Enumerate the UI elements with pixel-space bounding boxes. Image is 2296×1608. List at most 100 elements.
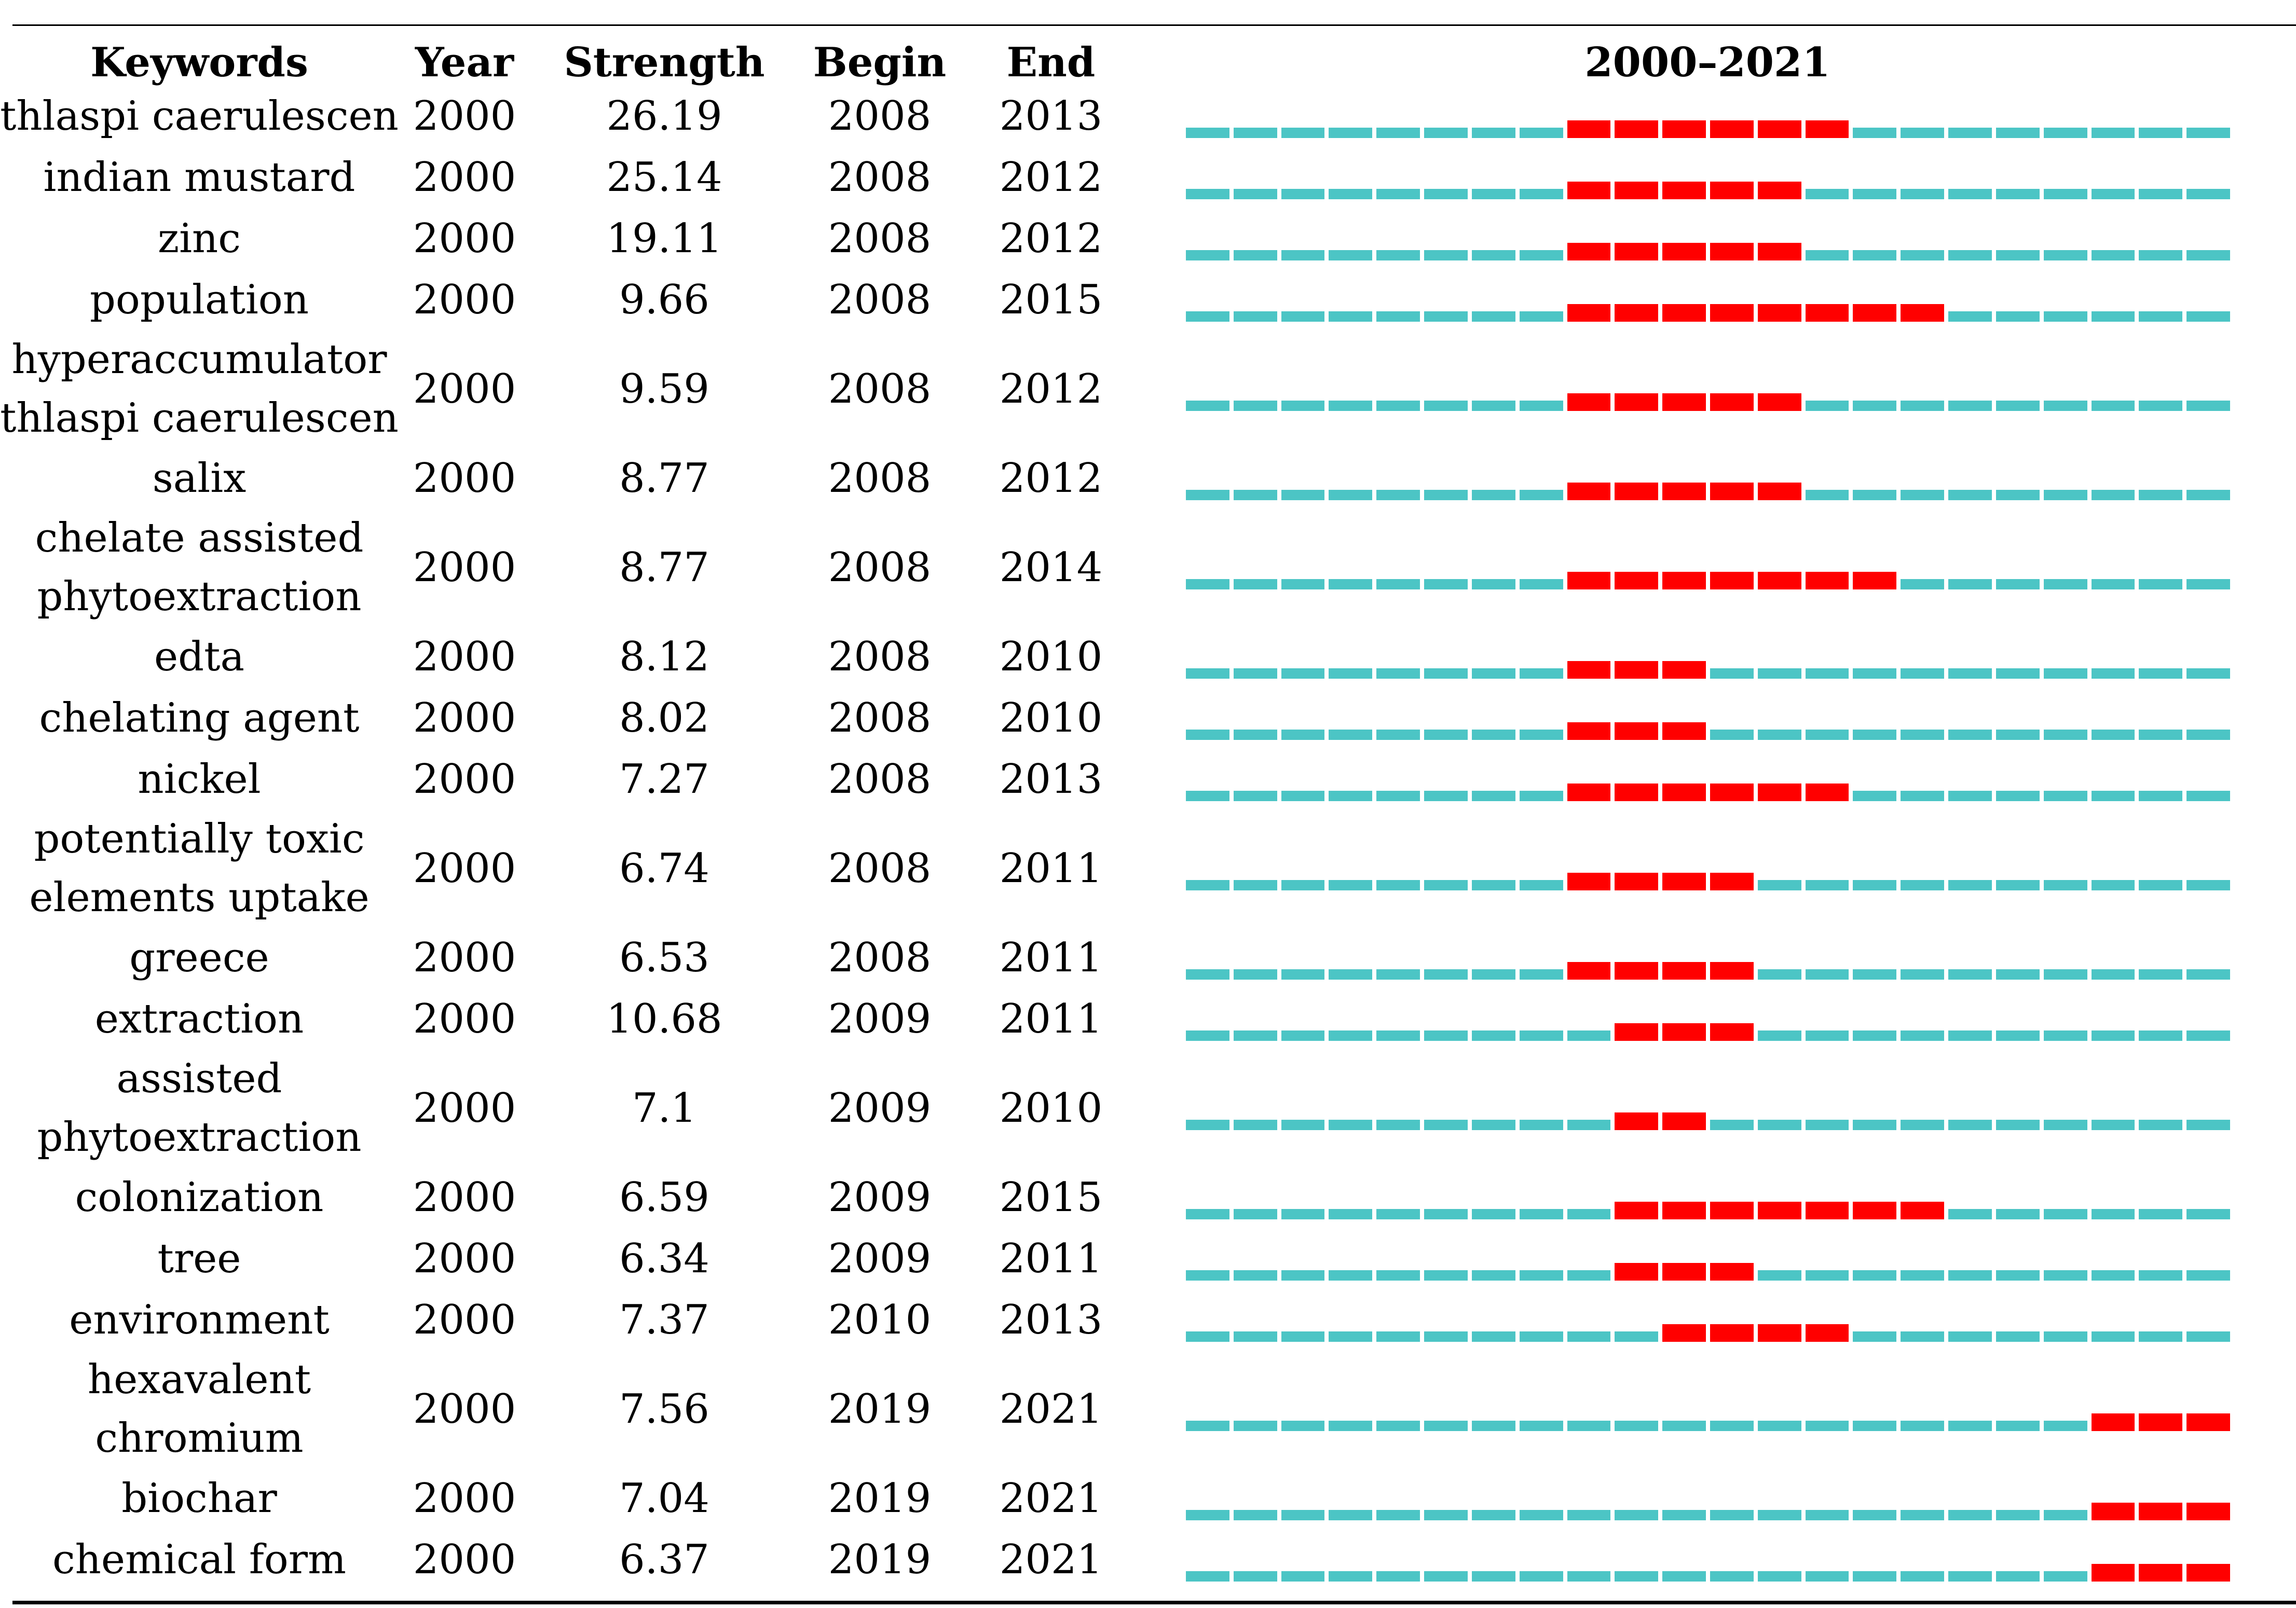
cell-year: 2000	[413, 544, 516, 591]
timeline-segment	[1853, 1510, 1897, 1520]
timeline-segment	[1901, 791, 1945, 801]
timeline-burst-segment	[1615, 304, 1659, 322]
timeline-segment	[1281, 791, 1325, 801]
timeline-segment	[1948, 189, 1992, 199]
timeline-segment	[1901, 880, 1945, 890]
cell-year: 2000	[413, 1174, 516, 1221]
timeline-segment	[1901, 1421, 1945, 1431]
timeline-segment	[1519, 1510, 1563, 1520]
cell-strength: 7.27	[619, 755, 709, 803]
cell-begin: 2009	[828, 995, 932, 1042]
timeline-segment	[1853, 1270, 1897, 1281]
timeline-segment	[2186, 1209, 2230, 1219]
cell-keyword: potentially toxic elements uptake	[12, 810, 386, 927]
keyword-line: chelate assisted	[35, 515, 364, 561]
timeline-segment	[1805, 1030, 1849, 1041]
timeline-segment	[2186, 730, 2230, 740]
timeline-segment	[1805, 1120, 1849, 1130]
cell-year: 2000	[413, 694, 516, 741]
timeline-segment	[1186, 730, 1229, 740]
cell-year: 2000	[413, 995, 516, 1042]
timeline-segment	[1471, 1120, 1515, 1130]
cell-begin: 2008	[828, 215, 932, 262]
timeline-segment	[1186, 1571, 1229, 1582]
timeline-segment	[1376, 1030, 1420, 1041]
timeline-burst-segment	[1615, 873, 1659, 890]
table-row: tree 2000 6.34 2009 2011	[0, 1228, 2296, 1289]
timeline-segment	[1805, 1510, 1849, 1520]
timeline-segment	[1281, 1331, 1325, 1342]
timeline-segment	[1281, 1571, 1325, 1582]
top-rule	[12, 24, 2296, 26]
timeline-segment	[2139, 490, 2183, 500]
timeline-segment	[1424, 730, 1468, 740]
keyword-text: greece	[129, 929, 269, 987]
cell-strength: 26.19	[606, 92, 722, 140]
timeline-burst-segment	[1805, 572, 1849, 589]
table-row: salix 2000 8.77 2008 2012	[0, 448, 2296, 509]
timeline-segment	[1805, 969, 1849, 980]
timeline-segment	[1233, 189, 1277, 199]
cell-strength: 6.53	[619, 934, 709, 981]
timeline-segment	[1996, 128, 2040, 138]
cell-end: 2021	[999, 1385, 1103, 1433]
cell-end: 2011	[999, 995, 1103, 1042]
timeline-segment	[2043, 791, 2087, 801]
keyword-line: chemical form	[52, 1536, 346, 1583]
cell-keyword: colonization	[12, 1167, 386, 1228]
timeline-segment	[2139, 579, 2183, 589]
timeline-segment	[1901, 490, 1945, 500]
timeline-segment	[1233, 490, 1277, 500]
cell-end: 2011	[999, 934, 1103, 981]
timeline-segment	[1519, 401, 1563, 411]
timeline-segment	[1329, 1421, 1373, 1431]
timeline-segment	[1233, 1120, 1277, 1130]
timeline-segment	[1376, 1120, 1420, 1130]
timeline-segment	[1376, 1571, 1420, 1582]
timeline-segment	[1853, 1030, 1897, 1041]
timeline-segment	[2091, 401, 2135, 411]
keyword-line: thlaspi caerulescen	[0, 92, 399, 140]
header-end: End	[1006, 38, 1096, 86]
keyword-line: phytoextraction	[37, 1114, 362, 1161]
cell-end: 2013	[999, 92, 1103, 140]
timeline-segment	[1853, 969, 1897, 980]
timeline-segment	[1376, 189, 1420, 199]
timeline-burst-segment	[1567, 722, 1611, 740]
timeline-segment	[2091, 969, 2135, 980]
timeline-segment	[1996, 791, 2040, 801]
timeline-segment	[1281, 189, 1325, 199]
timeline-segment	[1281, 490, 1325, 500]
timeline-burst-segment	[1710, 1202, 1754, 1219]
timeline-segment	[1233, 730, 1277, 740]
timeline-burst-segment	[1662, 661, 1706, 679]
timeline-segment	[1186, 1270, 1229, 1281]
timeline-segment	[1519, 311, 1563, 322]
timeline-segment	[2139, 1120, 2183, 1130]
timeline-segment	[2091, 189, 2135, 199]
cell-end: 2011	[999, 1235, 1103, 1282]
keyword-text: colonization	[75, 1169, 324, 1227]
cell-begin: 2008	[828, 934, 932, 981]
table-row: edta 2000 8.12 2008 2010	[0, 626, 2296, 688]
timeline-segment	[1519, 579, 1563, 589]
timeline-burst-segment	[1757, 572, 1801, 589]
timeline-segment	[1519, 880, 1563, 890]
timeline-segment	[1329, 668, 1373, 679]
timeline-burst-segment	[1805, 784, 1849, 801]
cell-year: 2000	[413, 92, 516, 140]
cell-begin: 2008	[828, 92, 932, 140]
timeline-segment	[1281, 401, 1325, 411]
timeline-segment	[1329, 250, 1373, 260]
timeline-segment	[1615, 1331, 1659, 1342]
timeline-segment	[2186, 579, 2230, 589]
timeline-burst-segment	[1567, 182, 1611, 199]
timeline-segment	[1329, 730, 1373, 740]
timeline-segment	[1996, 490, 2040, 500]
keyword-text: edta	[154, 628, 244, 686]
timeline-segment	[1948, 880, 1992, 890]
timeline-segment	[1424, 1209, 1468, 1219]
timeline-segment	[1329, 880, 1373, 890]
timeline-segment	[1519, 128, 1563, 138]
timeline-segment	[1805, 250, 1849, 260]
